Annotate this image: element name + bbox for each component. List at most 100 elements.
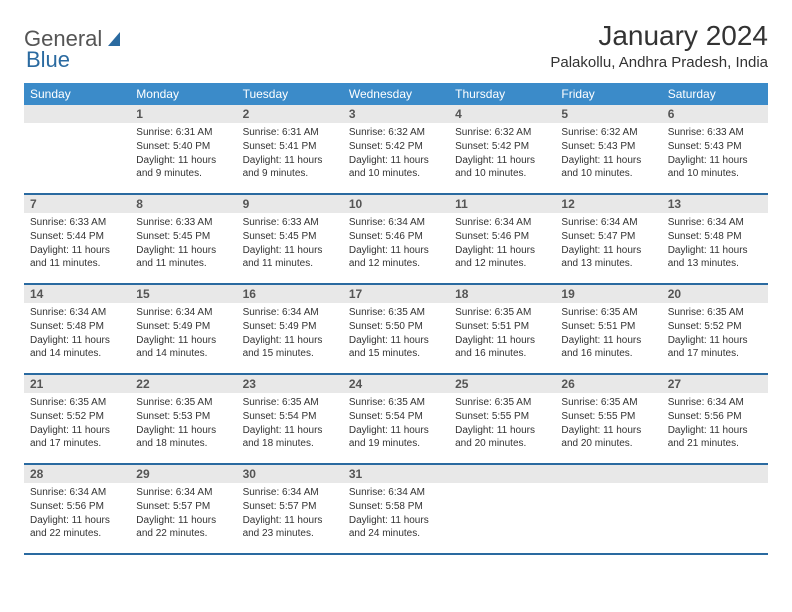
calendar-day: 30Sunrise: 6:34 AMSunset: 5:57 PMDayligh… <box>237 465 343 553</box>
day-details: Sunrise: 6:35 AMSunset: 5:55 PMDaylight:… <box>555 393 661 457</box>
sunrise-text: Sunrise: 6:32 AM <box>349 126 443 139</box>
daylight-text: Daylight: 11 hours and 9 minutes. <box>243 154 337 180</box>
sunset-text: Sunset: 5:56 PM <box>668 410 762 423</box>
sunrise-text: Sunrise: 6:34 AM <box>136 306 230 319</box>
daylight-text: Daylight: 11 hours and 11 minutes. <box>30 244 124 270</box>
sunrise-text: Sunrise: 6:35 AM <box>561 396 655 409</box>
day-details: Sunrise: 6:33 AMSunset: 5:44 PMDaylight:… <box>24 213 130 277</box>
sunset-text: Sunset: 5:55 PM <box>455 410 549 423</box>
day-number: 17 <box>343 285 449 303</box>
calendar-day: 19Sunrise: 6:35 AMSunset: 5:51 PMDayligh… <box>555 285 661 373</box>
weekday-header: Thursday <box>449 83 555 105</box>
day-number: 20 <box>662 285 768 303</box>
day-details: Sunrise: 6:33 AMSunset: 5:45 PMDaylight:… <box>237 213 343 277</box>
calendar-week: 1Sunrise: 6:31 AMSunset: 5:40 PMDaylight… <box>24 105 768 195</box>
daylight-text: Daylight: 11 hours and 10 minutes. <box>668 154 762 180</box>
daylight-text: Daylight: 11 hours and 14 minutes. <box>30 334 124 360</box>
calendar-day <box>449 465 555 553</box>
sunrise-text: Sunrise: 6:35 AM <box>668 306 762 319</box>
daylight-text: Daylight: 11 hours and 20 minutes. <box>455 424 549 450</box>
daylight-text: Daylight: 11 hours and 23 minutes. <box>243 514 337 540</box>
day-number <box>555 465 661 483</box>
sunrise-text: Sunrise: 6:31 AM <box>243 126 337 139</box>
day-details: Sunrise: 6:32 AMSunset: 5:42 PMDaylight:… <box>343 123 449 187</box>
daylight-text: Daylight: 11 hours and 12 minutes. <box>349 244 443 270</box>
day-number: 13 <box>662 195 768 213</box>
day-details: Sunrise: 6:35 AMSunset: 5:51 PMDaylight:… <box>555 303 661 367</box>
day-details: Sunrise: 6:34 AMSunset: 5:46 PMDaylight:… <box>449 213 555 277</box>
day-number: 31 <box>343 465 449 483</box>
sunset-text: Sunset: 5:50 PM <box>349 320 443 333</box>
daylight-text: Daylight: 11 hours and 17 minutes. <box>30 424 124 450</box>
sunrise-text: Sunrise: 6:33 AM <box>243 216 337 229</box>
daylight-text: Daylight: 11 hours and 9 minutes. <box>136 154 230 180</box>
sunset-text: Sunset: 5:44 PM <box>30 230 124 243</box>
weekday-header: Tuesday <box>237 83 343 105</box>
sunset-text: Sunset: 5:46 PM <box>349 230 443 243</box>
sunset-text: Sunset: 5:54 PM <box>349 410 443 423</box>
daylight-text: Daylight: 11 hours and 10 minutes. <box>455 154 549 180</box>
day-details: Sunrise: 6:31 AMSunset: 5:41 PMDaylight:… <box>237 123 343 187</box>
day-number: 9 <box>237 195 343 213</box>
calendar-day <box>24 105 130 193</box>
day-number: 29 <box>130 465 236 483</box>
calendar-day: 5Sunrise: 6:32 AMSunset: 5:43 PMDaylight… <box>555 105 661 193</box>
day-number: 21 <box>24 375 130 393</box>
daylight-text: Daylight: 11 hours and 17 minutes. <box>668 334 762 360</box>
daylight-text: Daylight: 11 hours and 21 minutes. <box>668 424 762 450</box>
calendar-day: 22Sunrise: 6:35 AMSunset: 5:53 PMDayligh… <box>130 375 236 463</box>
calendar-day: 20Sunrise: 6:35 AMSunset: 5:52 PMDayligh… <box>662 285 768 373</box>
day-details: Sunrise: 6:35 AMSunset: 5:51 PMDaylight:… <box>449 303 555 367</box>
sunset-text: Sunset: 5:45 PM <box>243 230 337 243</box>
day-number: 5 <box>555 105 661 123</box>
sunrise-text: Sunrise: 6:34 AM <box>668 216 762 229</box>
sunset-text: Sunset: 5:57 PM <box>136 500 230 513</box>
day-number: 10 <box>343 195 449 213</box>
sunset-text: Sunset: 5:48 PM <box>668 230 762 243</box>
sunrise-text: Sunrise: 6:34 AM <box>243 306 337 319</box>
weekday-header-row: SundayMondayTuesdayWednesdayThursdayFrid… <box>24 83 768 105</box>
sunrise-text: Sunrise: 6:35 AM <box>455 306 549 319</box>
day-details: Sunrise: 6:35 AMSunset: 5:55 PMDaylight:… <box>449 393 555 457</box>
calendar-day: 24Sunrise: 6:35 AMSunset: 5:54 PMDayligh… <box>343 375 449 463</box>
day-number <box>24 105 130 123</box>
sunrise-text: Sunrise: 6:35 AM <box>136 396 230 409</box>
day-number: 27 <box>662 375 768 393</box>
calendar-day: 26Sunrise: 6:35 AMSunset: 5:55 PMDayligh… <box>555 375 661 463</box>
calendar-day <box>662 465 768 553</box>
day-details: Sunrise: 6:34 AMSunset: 5:56 PMDaylight:… <box>24 483 130 547</box>
sunset-text: Sunset: 5:52 PM <box>30 410 124 423</box>
day-details: Sunrise: 6:34 AMSunset: 5:57 PMDaylight:… <box>130 483 236 547</box>
sunset-text: Sunset: 5:43 PM <box>561 140 655 153</box>
sunrise-text: Sunrise: 6:33 AM <box>668 126 762 139</box>
calendar-week: 28Sunrise: 6:34 AMSunset: 5:56 PMDayligh… <box>24 465 768 555</box>
day-number: 15 <box>130 285 236 303</box>
sunset-text: Sunset: 5:49 PM <box>136 320 230 333</box>
day-details: Sunrise: 6:32 AMSunset: 5:42 PMDaylight:… <box>449 123 555 187</box>
day-number: 23 <box>237 375 343 393</box>
calendar-day: 15Sunrise: 6:34 AMSunset: 5:49 PMDayligh… <box>130 285 236 373</box>
calendar-day: 16Sunrise: 6:34 AMSunset: 5:49 PMDayligh… <box>237 285 343 373</box>
calendar-week: 21Sunrise: 6:35 AMSunset: 5:52 PMDayligh… <box>24 375 768 465</box>
day-details: Sunrise: 6:34 AMSunset: 5:47 PMDaylight:… <box>555 213 661 277</box>
calendar-day: 23Sunrise: 6:35 AMSunset: 5:54 PMDayligh… <box>237 375 343 463</box>
calendar-day: 25Sunrise: 6:35 AMSunset: 5:55 PMDayligh… <box>449 375 555 463</box>
day-number: 8 <box>130 195 236 213</box>
day-details: Sunrise: 6:34 AMSunset: 5:57 PMDaylight:… <box>237 483 343 547</box>
sunrise-text: Sunrise: 6:31 AM <box>136 126 230 139</box>
sunrise-text: Sunrise: 6:33 AM <box>136 216 230 229</box>
sunrise-text: Sunrise: 6:35 AM <box>561 306 655 319</box>
daylight-text: Daylight: 11 hours and 18 minutes. <box>136 424 230 450</box>
sunset-text: Sunset: 5:54 PM <box>243 410 337 423</box>
calendar-day: 12Sunrise: 6:34 AMSunset: 5:47 PMDayligh… <box>555 195 661 283</box>
day-number <box>662 465 768 483</box>
daylight-text: Daylight: 11 hours and 24 minutes. <box>349 514 443 540</box>
calendar-day: 9Sunrise: 6:33 AMSunset: 5:45 PMDaylight… <box>237 195 343 283</box>
day-number: 1 <box>130 105 236 123</box>
day-number: 30 <box>237 465 343 483</box>
daylight-text: Daylight: 11 hours and 13 minutes. <box>668 244 762 270</box>
sunset-text: Sunset: 5:45 PM <box>136 230 230 243</box>
day-details: Sunrise: 6:34 AMSunset: 5:46 PMDaylight:… <box>343 213 449 277</box>
sunset-text: Sunset: 5:58 PM <box>349 500 443 513</box>
daylight-text: Daylight: 11 hours and 11 minutes. <box>136 244 230 270</box>
